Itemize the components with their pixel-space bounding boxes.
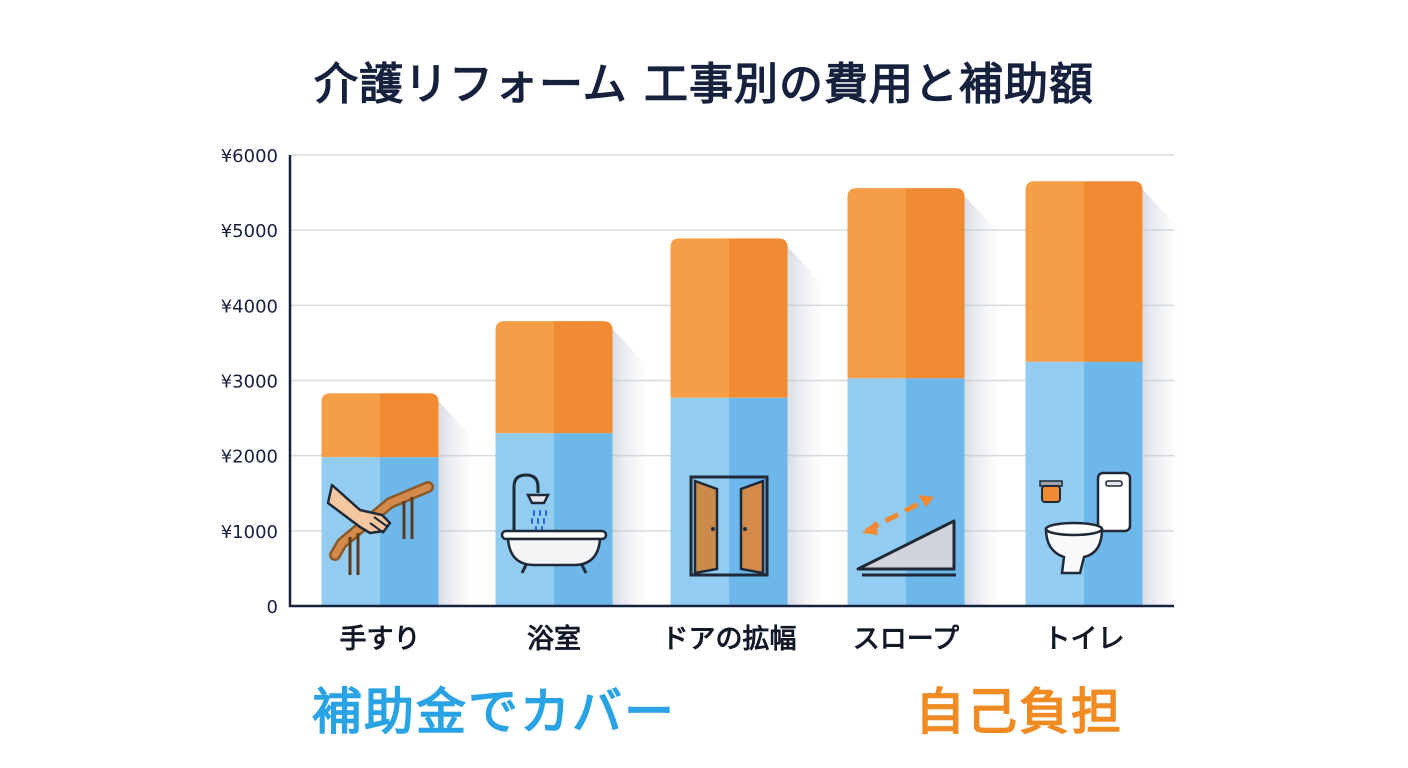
handrail-icon — [326, 481, 434, 575]
bar-self-pay-segment-shade — [906, 188, 965, 379]
ramp-icon — [856, 495, 956, 577]
bar-shadow — [438, 401, 477, 606]
bar-subsidy-segment-shade — [906, 378, 965, 606]
y-tick-label: ¥6000 — [221, 146, 278, 167]
bar-subsidy-segment — [847, 378, 906, 606]
legend-self-pay-label: 自己負担 — [915, 683, 1123, 741]
x-tick-label: トイレ — [1044, 624, 1125, 655]
y-tick-label: ¥3000 — [221, 372, 278, 393]
bar-subsidy-segment-shade — [380, 457, 439, 606]
x-tick-label: 手すり — [340, 624, 421, 655]
bar-self-pay-segment-shade — [729, 238, 788, 398]
bar-shadow — [1142, 189, 1181, 606]
bar-self-pay-segment — [495, 321, 554, 434]
bar-shadow — [964, 196, 1003, 606]
toilet-icon — [1039, 471, 1132, 575]
y-tick-label: ¥5000 — [221, 221, 278, 242]
shower-bathtub-icon — [500, 473, 608, 574]
bar-shadow — [612, 329, 651, 606]
y-tick-label: 0 — [267, 597, 278, 618]
bar-shadow — [787, 246, 826, 606]
bar-subsidy-segment — [495, 433, 554, 606]
y-tick-label: ¥1000 — [221, 522, 278, 543]
bar-group — [1025, 181, 1181, 606]
bar-group — [847, 188, 1003, 606]
bar-subsidy-segment-shade — [554, 433, 613, 606]
x-tick-label: 浴室 — [527, 623, 581, 655]
bar-self-pay-segment — [847, 188, 906, 379]
bar-self-pay-segment-shade — [1084, 181, 1143, 362]
y-tick-label: ¥2000 — [221, 447, 278, 468]
bar-self-pay-segment — [670, 238, 729, 398]
y-tick-label: ¥4000 — [221, 296, 278, 317]
x-tick-label: スロープ — [853, 624, 960, 655]
bar-group — [321, 393, 477, 606]
x-tick-label: ドアの拡幅 — [662, 624, 797, 655]
bar-self-pay-segment-shade — [554, 321, 613, 434]
wide-door-icon — [689, 475, 769, 577]
bar-self-pay-segment — [1025, 181, 1084, 362]
legend-subsidy-label: 補助金でカバー — [312, 683, 676, 741]
bar-self-pay-segment — [321, 393, 380, 458]
bar-group — [670, 238, 826, 606]
chart-title: 介護リフォーム 工事別の費用と補助額 — [314, 59, 1094, 110]
bar-self-pay-segment-shade — [380, 393, 439, 458]
bar-group — [495, 321, 651, 606]
